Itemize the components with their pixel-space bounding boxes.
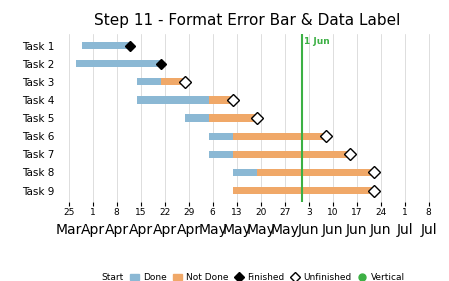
Bar — [209, 114, 257, 122]
Bar — [185, 114, 209, 122]
Bar — [233, 187, 374, 194]
Title: Step 11 - Format Error Bar & Data Label: Step 11 - Format Error Bar & Data Label — [94, 13, 400, 28]
Bar — [233, 151, 350, 158]
Legend: Start, Done, Not Done, Finished, Unfinished, Vertical: Start, Done, Not Done, Finished, Unfinis… — [86, 269, 408, 281]
Bar — [82, 42, 130, 49]
Bar — [75, 60, 161, 67]
Text: 1 Jun: 1 Jun — [304, 37, 329, 46]
Bar — [161, 78, 185, 85]
Bar — [257, 169, 374, 176]
Bar — [137, 96, 209, 103]
Bar — [209, 133, 233, 140]
Bar — [209, 151, 233, 158]
Bar — [233, 169, 257, 176]
Bar — [209, 96, 233, 103]
Bar — [233, 133, 326, 140]
Bar — [137, 78, 161, 85]
